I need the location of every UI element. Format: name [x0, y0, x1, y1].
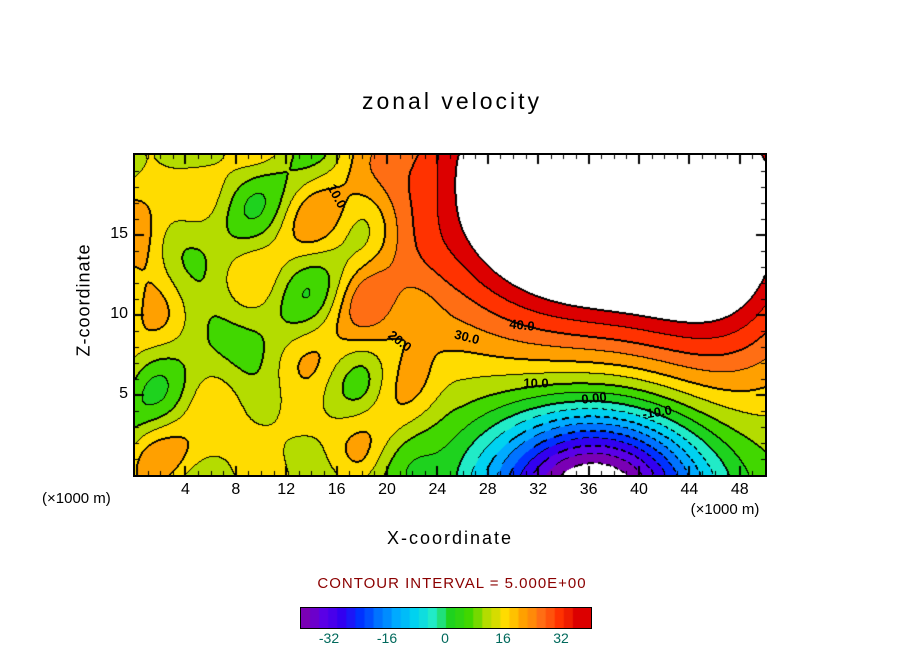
contour-interval-note: CONTOUR INTERVAL = 5.000E+00 [317, 575, 587, 592]
x-axis-unit-left: (×1000 m) [42, 490, 111, 507]
colorbar [300, 607, 592, 629]
contour-line-label: 40.0 [508, 316, 536, 334]
colorbar-tick-label: -32 [318, 630, 340, 646]
x-tick-label: 32 [529, 481, 548, 498]
colorbar-tick-labels: -32 -16 0 16 32 [300, 630, 590, 648]
x-tick-label: 36 [579, 481, 598, 498]
x-tick-labels: 4 8 12 16 20 24 28 32 36 40 44 48 [135, 481, 765, 501]
x-tick-label: 20 [378, 481, 396, 498]
y-tick-label: 5 [119, 385, 128, 402]
y-axis-title: Z-coordinate [73, 243, 94, 357]
colorbar-tick-label: -16 [376, 630, 398, 646]
colorbar-tick-label: 32 [553, 630, 569, 646]
x-tick-label: 8 [231, 481, 241, 498]
x-axis-title: X-coordinate [386, 528, 514, 548]
x-tick-label: 16 [327, 481, 346, 498]
contour-line-label: 10.0 [523, 375, 549, 391]
y-tick-label: 15 [110, 225, 128, 242]
x-tick-label: 28 [478, 481, 497, 498]
y-tick-labels: 5 10 15 [96, 155, 128, 475]
colorbar-tick-label: 0 [441, 630, 449, 646]
plot-area: 10.0 20.0 30.0 40.0 10.0 0.00 -10.0 [133, 153, 767, 477]
colorbar-canvas [301, 608, 591, 628]
y-tick-label: 10 [110, 305, 128, 322]
x-tick-label: 4 [180, 481, 190, 498]
x-tick-label: 40 [630, 481, 648, 498]
x-tick-label: 24 [428, 481, 447, 498]
contour-field-canvas [135, 155, 765, 475]
x-tick-label: 48 [730, 481, 749, 498]
x-tick-label: 12 [277, 481, 296, 498]
colorbar-tick-label: 16 [495, 630, 511, 646]
contour-line-label: 0.00 [580, 389, 608, 407]
x-tick-label: 44 [680, 481, 699, 498]
x-axis-unit-right: (×1000 m) [690, 501, 760, 518]
plot-title: zonal velocity [361, 88, 543, 114]
